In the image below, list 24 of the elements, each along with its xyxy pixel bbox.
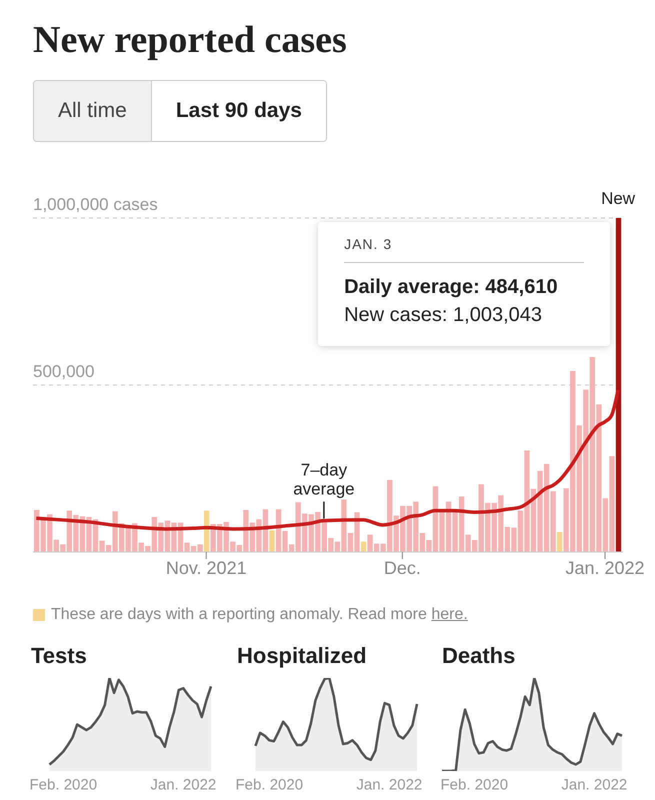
x-tick-label: Jan. 2022 — [356, 776, 422, 794]
annotation: JAN. 3 — [344, 236, 584, 263]
x-tick-label: Dec. — [384, 558, 421, 578]
text: These are days with a reporting anomaly. Read more here. — [51, 606, 468, 624]
tooltip-card: JAN. 3 Daily average: 484,610 New cases: 1,003,043 — [318, 222, 610, 346]
annotation: New cases: 1,003,043 — [344, 303, 543, 328]
chart-title: New reported cases — [33, 18, 347, 62]
chart-title: Tests — [31, 643, 88, 670]
x-tick-label: Feb. 2020 — [30, 776, 98, 794]
x-tick-label: Nov. 2021 — [166, 558, 247, 578]
series-label: 7–day average — [293, 460, 355, 499]
x-tick-label: Jan. 2022 — [150, 776, 216, 794]
annotation: Daily average: 484,610 — [344, 275, 559, 300]
annotation: New — [601, 189, 636, 208]
x-tick-label: Jan. 2022 — [561, 776, 628, 794]
text: Last 90 days — [150, 81, 326, 141]
x-tick-label: Feb. 2020 — [440, 776, 508, 794]
y-tick-label: 500,000 — [33, 362, 94, 381]
x-tick-label: Jan. 2022 — [565, 558, 645, 578]
text: All time — [34, 81, 151, 141]
y-tick-label: 1,000,000 cases — [33, 195, 158, 214]
chart-title: Deaths — [442, 643, 516, 670]
x-tick-label: Feb. 2020 — [236, 776, 304, 794]
chart-title: Hospitalized — [237, 643, 368, 670]
